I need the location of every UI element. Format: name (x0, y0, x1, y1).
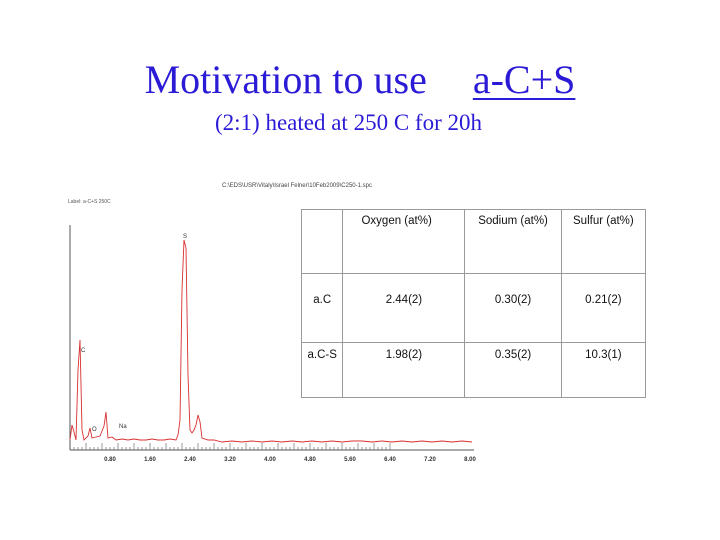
header-sulfur: Sulfur (at%) (560, 209, 647, 274)
slide-subtitle: (2:1) heated at 250 C for 20h (215, 110, 482, 135)
spectrum-axis (69, 225, 474, 451)
spectrum-label: Label: a-C+S 250C (68, 199, 111, 205)
sulfur-cell: 10.3(1) (560, 342, 647, 398)
tick-label: 3.20 (224, 457, 236, 463)
header-empty-cell (300, 209, 344, 274)
peak-label-o: O (92, 427, 97, 433)
table-row: a.C-S 1.98(2) 0.35(2) 10.3(1) (300, 342, 647, 398)
header-oxygen: Oxygen (at%) (342, 209, 466, 274)
spectrum-tick-labels: 0.80 1.60 2.40 3.20 4.00 4.80 5.60 6.40 7.20 8.00 (104, 457, 476, 463)
sodium-cell: 0.30(2) (464, 273, 562, 343)
spectrum-trace (69, 239, 473, 443)
table-row: a.C 2.44(2) 0.30(2) 0.21(2) (300, 273, 647, 343)
tick-label: 4.00 (264, 457, 276, 463)
tick-label: 6.40 (384, 457, 396, 463)
tick-label: 7.20 (424, 457, 436, 463)
slide-title: Motivation to use a-C+S (0, 56, 720, 103)
table-header-row: Oxygen (at%) Sodium (at%) Sulfur (at%) (300, 209, 647, 274)
sodium-cell: 0.35(2) (464, 342, 562, 398)
tick-label: 4.80 (304, 457, 316, 463)
tick-label: 5.60 (344, 457, 356, 463)
spectrum-file-path: C:\EDS\USR\Vitaly\Israel Felner\10Feb200… (222, 183, 372, 189)
header-sodium: Sodium (at%) (464, 209, 562, 274)
tick-label: 1.60 (144, 457, 156, 463)
peak-label-c: C (81, 348, 86, 354)
sample-cell: a.C (300, 273, 344, 343)
title-text: Motivation to use (144, 57, 427, 102)
composition-table: Oxygen (at%) Sodium (at%) Sulfur (at%) a… (300, 209, 647, 398)
tick-label: 0.80 (104, 457, 116, 463)
title-material: a-C+S (472, 57, 576, 102)
tick-label: 8.00 (464, 457, 476, 463)
eds-spectrum: S C O Na 0.80 1.60 2.40 3.20 4.00 4.80 5.60 6.4… (69, 225, 476, 463)
peak-label-na: Na (119, 424, 127, 430)
oxygen-cell: 2.44(2) (342, 273, 466, 343)
tick-label: 2.40 (184, 457, 196, 463)
peak-label-s: S (183, 234, 187, 240)
sulfur-cell: 0.21(2) (560, 273, 647, 343)
oxygen-cell: 1.98(2) (342, 342, 466, 398)
spectrum-ticks (69, 443, 391, 450)
sample-cell: a.C-S (300, 342, 344, 398)
